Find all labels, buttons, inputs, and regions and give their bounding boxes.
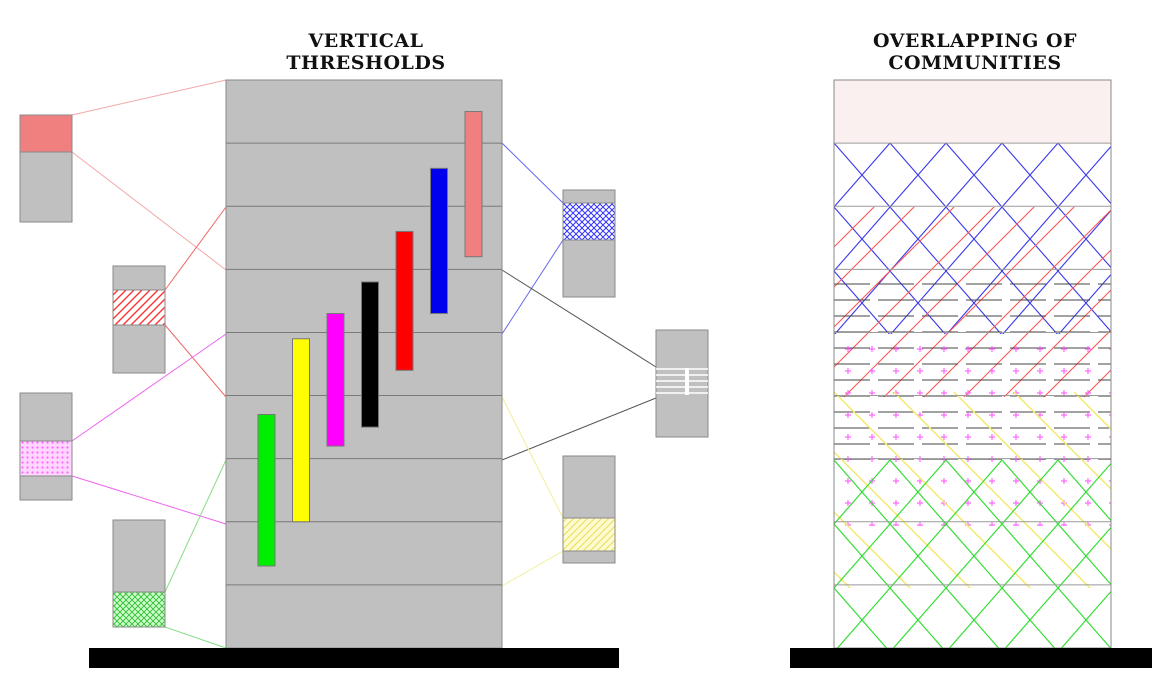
- stripe-pattern: [656, 368, 708, 394]
- community-box-magenta: [19, 392, 73, 501]
- threshold-bar-yellow: [292, 338, 310, 523]
- vertical-thresholds-title: VERTICAL THRESHOLDS: [236, 30, 496, 74]
- overlap-floor-lines: [834, 142, 1111, 586]
- connector-black-top: [501, 269, 657, 368]
- overlap-green-zone: [834, 460, 1111, 648]
- title-line: COMMUNITIES: [888, 52, 1062, 74]
- overlapping-communities-building: [833, 79, 1112, 649]
- connector-magenta-bottom: [71, 475, 227, 525]
- threshold-bars: [257, 111, 483, 567]
- community-box-green: [112, 519, 166, 628]
- connector-salmon-bottom: [71, 151, 227, 271]
- vertical-thresholds-building: [225, 79, 503, 649]
- threshold-bar-green: [257, 413, 276, 567]
- overlap-top-floor: [834, 80, 1111, 143]
- title-line: THRESHOLDS: [286, 52, 446, 74]
- connector-lines: [71, 79, 657, 649]
- threshold-bar-magenta: [326, 313, 345, 447]
- threshold-bar-black: [361, 281, 379, 428]
- connector-magenta-top: [71, 333, 227, 442]
- title-line: VERTICAL: [308, 30, 424, 52]
- threshold-bar-blue: [430, 167, 448, 315]
- threshold-bar-salmon: [464, 111, 483, 258]
- ground-slab-left: [89, 648, 619, 668]
- connector-green-bottom: [164, 626, 227, 649]
- connector-blue-top: [501, 142, 564, 204]
- community-box-red: [112, 265, 166, 374]
- title-line: OVERLAPPING OF: [872, 30, 1078, 52]
- overlapping-communities-title: OVERLAPPING OF COMMUNITIES: [830, 30, 1120, 74]
- community-box-blue: [562, 189, 616, 298]
- connector-red-bottom: [164, 324, 227, 398]
- community-box-salmon: [19, 114, 73, 223]
- connector-yellow-top: [501, 396, 564, 519]
- ground-slab-right: [790, 648, 1152, 668]
- community-box-yellow: [562, 455, 616, 564]
- connector-green-top: [164, 459, 227, 593]
- threshold-bar-red: [395, 230, 414, 371]
- connector-blue-bottom: [501, 239, 564, 335]
- connector-black-bottom: [501, 397, 657, 461]
- connector-red-top: [164, 206, 227, 291]
- connector-salmon-top: [71, 79, 227, 116]
- community-boxes: [19, 114, 709, 628]
- community-box-black: [655, 329, 709, 438]
- connector-yellow-bottom: [501, 550, 564, 587]
